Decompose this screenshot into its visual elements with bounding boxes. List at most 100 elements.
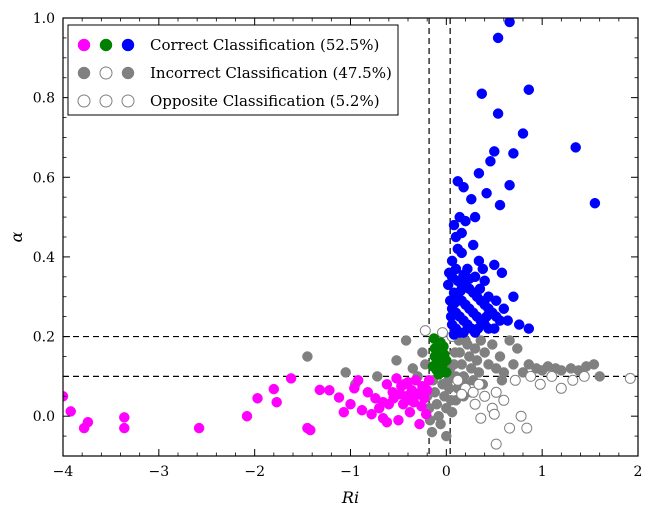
- data-point-magenta: [405, 395, 417, 406]
- data-point-blue: [504, 179, 515, 191]
- data-point-magenta: [241, 410, 253, 422]
- data-point-magenta: [366, 408, 377, 420]
- data-point-magenta: [393, 414, 404, 426]
- data-point-gray: [471, 355, 483, 366]
- data-point-gray: [449, 347, 461, 358]
- legend: Correct Classification (52.5%) Incorrect…: [67, 24, 399, 116]
- y-tick-label: 0.8: [33, 91, 55, 107]
- data-point-gray: [556, 365, 567, 376]
- data-point-gray-open: [490, 386, 502, 398]
- data-point-blue: [589, 197, 601, 209]
- data-point-gray: [417, 347, 428, 358]
- data-point-gray-open: [456, 388, 468, 400]
- legend-entry-correct: Correct Classification (52.5%): [77, 36, 379, 54]
- data-point-magenta: [119, 422, 130, 434]
- data-point-blue: [504, 18, 515, 28]
- data-point-gray-open: [525, 370, 537, 382]
- data-point-blue: [496, 267, 508, 279]
- x-tick-label: 0: [442, 464, 451, 480]
- data-point-magenta: [333, 392, 345, 403]
- data-point-magenta: [377, 396, 389, 408]
- data-point-magenta: [423, 375, 435, 386]
- data-point-gray-open: [469, 398, 481, 410]
- data-point-gray-open: [521, 422, 533, 434]
- legend-marker-gray-filled: [77, 66, 91, 80]
- data-point-blue: [492, 32, 504, 44]
- data-point-gray: [504, 335, 515, 346]
- data-point-gray: [340, 367, 351, 378]
- data-point-gray-open: [504, 422, 516, 434]
- legend-marker-gray-open: [121, 94, 135, 108]
- data-point-magenta: [338, 406, 350, 418]
- data-point-blue: [469, 211, 481, 223]
- data-point-gray-open: [509, 374, 521, 386]
- legend-marker-gray-open: [99, 94, 113, 108]
- data-point-magenta: [404, 406, 416, 418]
- data-point-blue: [458, 327, 469, 338]
- data-point-green: [434, 353, 445, 364]
- data-point-blue: [489, 259, 500, 271]
- data-point-blue: [508, 291, 519, 302]
- data-point-gray: [431, 398, 443, 410]
- data-point-magenta: [391, 373, 402, 384]
- data-point-blue: [448, 329, 460, 340]
- x-tick-label: −4: [53, 464, 74, 480]
- data-point-blue: [489, 323, 500, 334]
- data-point-magenta: [82, 416, 94, 428]
- data-point-blue: [448, 219, 460, 231]
- data-point-magenta: [314, 384, 326, 396]
- y-axis: 0.0 0.2 0.4 0.6 0.8 1.0: [33, 11, 638, 457]
- data-point-blue: [473, 168, 485, 179]
- data-point-magenta: [305, 424, 316, 436]
- legend-label-incorrect: Incorrect Classification (47.5%): [150, 64, 392, 82]
- data-point-gray: [494, 351, 506, 362]
- data-point-gray: [446, 406, 458, 418]
- data-point-blue: [477, 263, 489, 275]
- legend-marker-green-filled: [99, 38, 113, 52]
- data-point-gray-open: [452, 374, 464, 386]
- legend-entry-opposite: Opposite Classification (5.2%): [77, 92, 380, 110]
- data-point-blue: [485, 156, 496, 167]
- data-point-gray-open: [488, 408, 500, 420]
- data-point-gray-open: [467, 386, 479, 398]
- y-tick-label: 0.4: [33, 250, 55, 266]
- data-point-magenta: [252, 393, 263, 404]
- legend-entry-incorrect: Incorrect Classification (47.5%): [77, 64, 392, 82]
- data-point-gray-open: [479, 390, 491, 402]
- data-point-gray-open: [437, 327, 448, 339]
- data-point-magenta: [398, 379, 410, 390]
- data-point-gray: [456, 359, 467, 370]
- data-point-blue: [481, 311, 492, 322]
- legend-marker-gray-open: [99, 66, 113, 80]
- x-tick-label: −1: [340, 464, 361, 480]
- data-point-magenta: [119, 412, 130, 423]
- data-point-blue: [467, 239, 479, 251]
- x-tick-label: 1: [538, 464, 547, 480]
- data-point-blue: [460, 215, 471, 227]
- data-point-gray: [391, 355, 402, 366]
- data-point-gray-open: [419, 325, 431, 337]
- data-point-gray-open: [473, 378, 485, 390]
- data-point-blue: [456, 247, 467, 259]
- data-point-magenta: [410, 375, 421, 386]
- y-tick-label: 1.0: [33, 11, 55, 27]
- data-point-magenta: [268, 383, 280, 395]
- data-point-gray-open: [498, 394, 510, 406]
- data-point-magenta: [381, 416, 393, 428]
- x-axis-title: Ri: [341, 488, 359, 507]
- data-point-gray: [473, 367, 485, 378]
- data-point-gray-open: [567, 374, 579, 386]
- data-point-gray-open: [534, 378, 546, 390]
- data-point-blue: [449, 297, 461, 308]
- data-point-blue: [450, 231, 462, 243]
- data-point-blue: [494, 315, 506, 326]
- data-point-magenta: [65, 406, 76, 417]
- data-point-magenta: [193, 422, 205, 434]
- data-point-blue: [498, 303, 510, 314]
- data-point-gray: [426, 426, 438, 438]
- data-point-blue: [523, 323, 535, 334]
- data-point-gray: [594, 371, 605, 382]
- data-point-blue: [489, 146, 500, 157]
- y-tick-label: 0.0: [33, 409, 55, 425]
